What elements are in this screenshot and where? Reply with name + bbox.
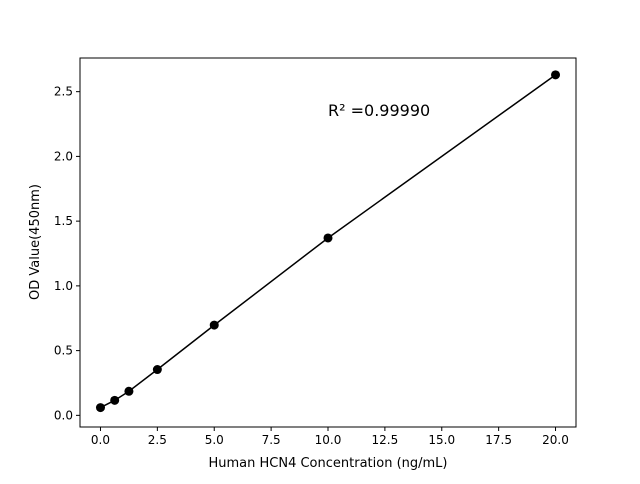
y-tick-label: 2.5 [54, 85, 73, 99]
x-tick-label: 5.0 [205, 433, 224, 447]
data-point [95, 403, 105, 413]
x-axis: 0.0 2.5 5.0 7.5 10.0 12.5 15.0 17.5 20.0 [91, 427, 569, 447]
y-tick-label: 0.0 [54, 408, 73, 422]
data-point [209, 320, 219, 330]
y-tick-label: 1.0 [54, 279, 73, 293]
y-tick-label: 1.5 [54, 214, 73, 228]
x-tick-label: 0.0 [91, 433, 110, 447]
x-axis-label: Human HCN4 Concentration (ng/mL) [208, 456, 447, 471]
x-tick-label: 20.0 [542, 433, 569, 447]
data-point [110, 395, 120, 405]
data-point [551, 70, 561, 80]
y-tick-label: 0.5 [54, 344, 73, 358]
series [95, 70, 561, 413]
x-tick-label: 12.5 [372, 433, 399, 447]
x-tick-label: 7.5 [262, 433, 281, 447]
x-tick-label: 17.5 [485, 433, 512, 447]
x-tick-label: 15.0 [428, 433, 455, 447]
y-tick-label: 2.0 [54, 149, 73, 163]
x-tick-label: 2.5 [148, 433, 167, 447]
x-tick-label: 10.0 [315, 433, 342, 447]
data-point [152, 365, 162, 375]
data-point [323, 233, 333, 243]
y-axis-label: OD Value(450nm) [28, 184, 43, 300]
data-point [124, 386, 134, 396]
y-axis: 0.0 0.5 1.0 1.5 2.0 2.5 [54, 85, 80, 422]
r-squared-annotation: R² =0.99990 [328, 101, 430, 120]
